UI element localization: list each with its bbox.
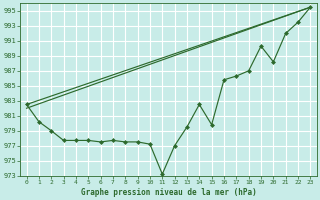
X-axis label: Graphe pression niveau de la mer (hPa): Graphe pression niveau de la mer (hPa)	[81, 188, 256, 197]
